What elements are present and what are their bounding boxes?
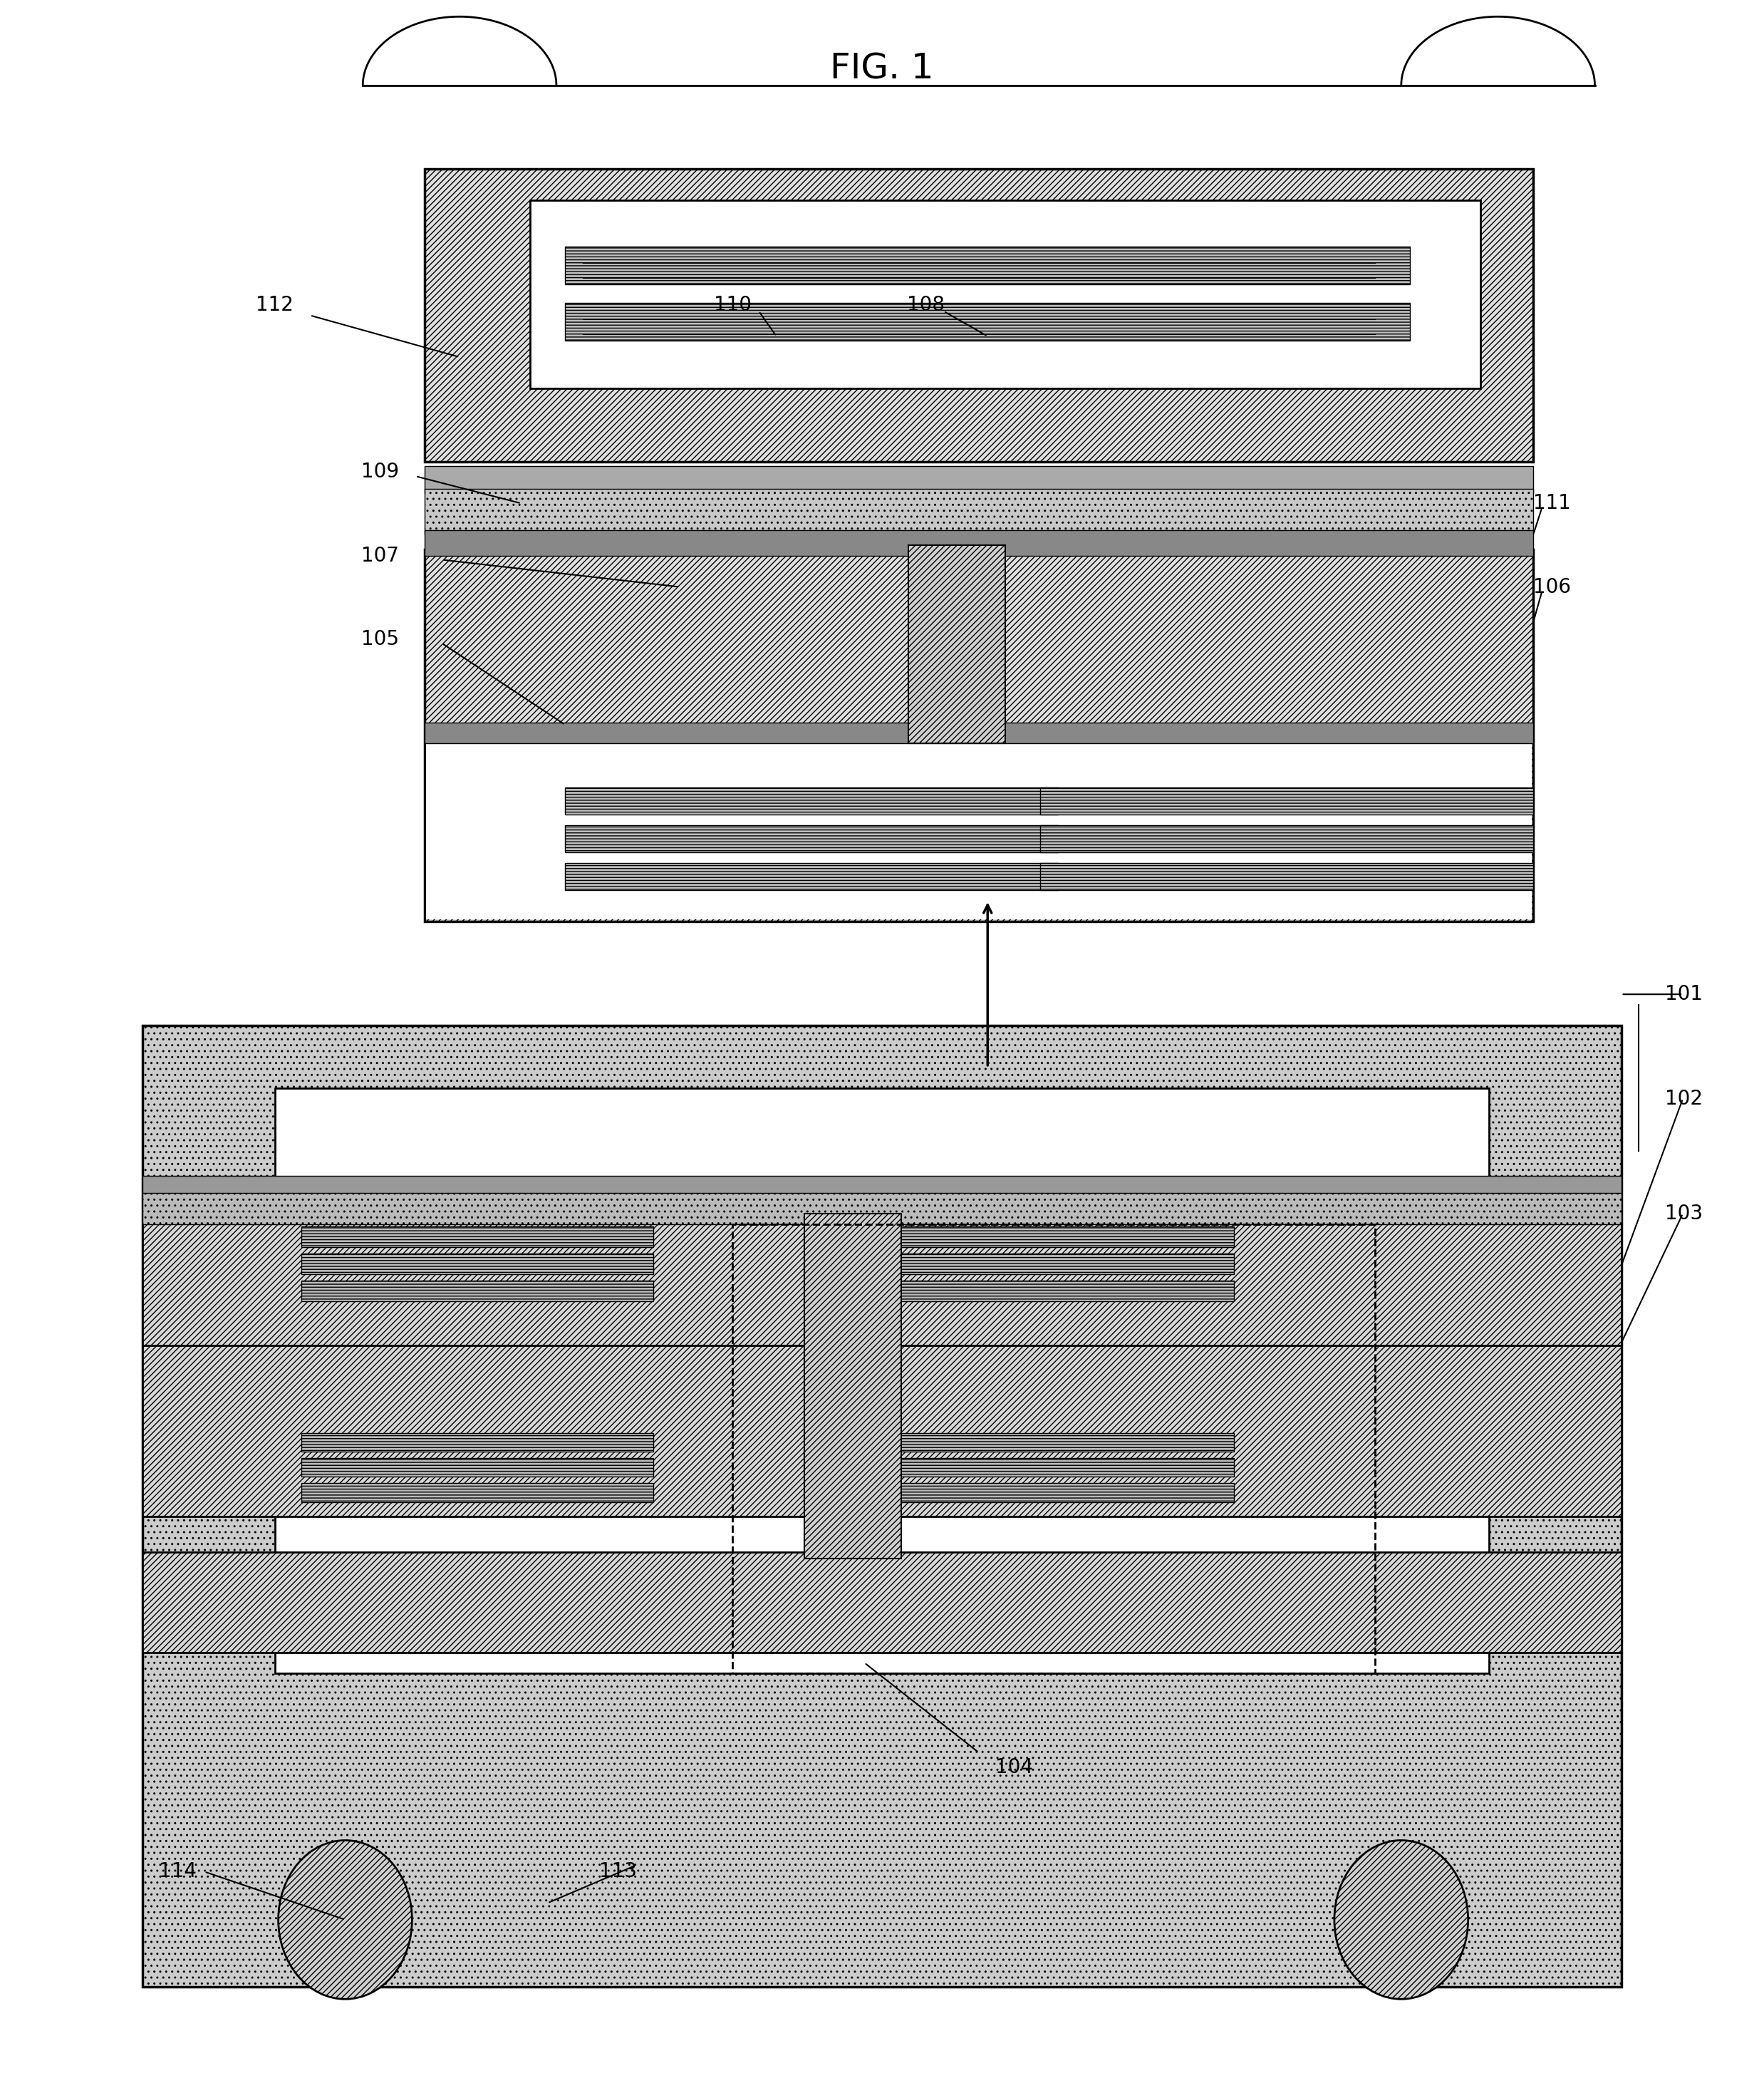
Bar: [882, 1459, 1235, 1478]
Text: 101: 101: [1665, 984, 1702, 1005]
Bar: [882, 1226, 1235, 1247]
Bar: [882, 1281, 1235, 1302]
Bar: [1041, 787, 1533, 814]
Bar: [143, 1346, 1621, 1517]
Text: 106: 106: [1533, 578, 1572, 597]
Bar: [1041, 825, 1533, 852]
Text: 104: 104: [995, 1758, 1034, 1777]
Bar: [143, 1193, 1621, 1350]
Circle shape: [279, 1840, 413, 1999]
Bar: [302, 1434, 653, 1453]
Bar: [425, 548, 1533, 921]
Bar: [529, 201, 1480, 389]
Bar: [427, 741, 1531, 919]
Bar: [143, 1026, 1621, 1986]
Bar: [275, 1088, 1489, 1672]
Bar: [908, 544, 1005, 743]
Text: 114: 114: [159, 1861, 198, 1882]
Text: 113: 113: [600, 1861, 637, 1882]
Bar: [882, 1254, 1235, 1275]
Bar: [804, 1214, 901, 1559]
Circle shape: [1334, 1840, 1468, 1999]
Text: 108: 108: [907, 295, 946, 314]
Bar: [564, 247, 1409, 285]
Bar: [143, 1176, 1621, 1197]
Bar: [302, 1281, 653, 1302]
Bar: [1041, 862, 1533, 890]
Text: FIG. 1: FIG. 1: [831, 52, 933, 86]
Text: 111: 111: [1533, 494, 1572, 513]
Text: 109: 109: [362, 463, 399, 481]
Bar: [564, 862, 1058, 890]
Text: 107: 107: [362, 546, 399, 565]
Text: 105: 105: [362, 630, 399, 649]
Bar: [882, 1434, 1235, 1453]
Text: 112: 112: [256, 295, 293, 314]
Bar: [425, 170, 1533, 463]
Bar: [143, 1193, 1621, 1224]
Bar: [882, 1484, 1235, 1503]
Bar: [425, 490, 1533, 534]
Bar: [425, 467, 1533, 494]
Text: 110: 110: [713, 295, 751, 314]
Bar: [732, 1224, 1374, 1672]
Bar: [143, 1553, 1621, 1651]
Text: 102: 102: [1665, 1088, 1702, 1109]
Bar: [302, 1226, 653, 1247]
Bar: [302, 1254, 653, 1275]
Bar: [425, 722, 1533, 743]
Bar: [302, 1459, 653, 1478]
Bar: [564, 787, 1058, 814]
Bar: [302, 1484, 653, 1503]
Bar: [564, 303, 1409, 341]
Bar: [425, 530, 1533, 555]
Text: 103: 103: [1665, 1203, 1702, 1224]
Bar: [564, 825, 1058, 852]
